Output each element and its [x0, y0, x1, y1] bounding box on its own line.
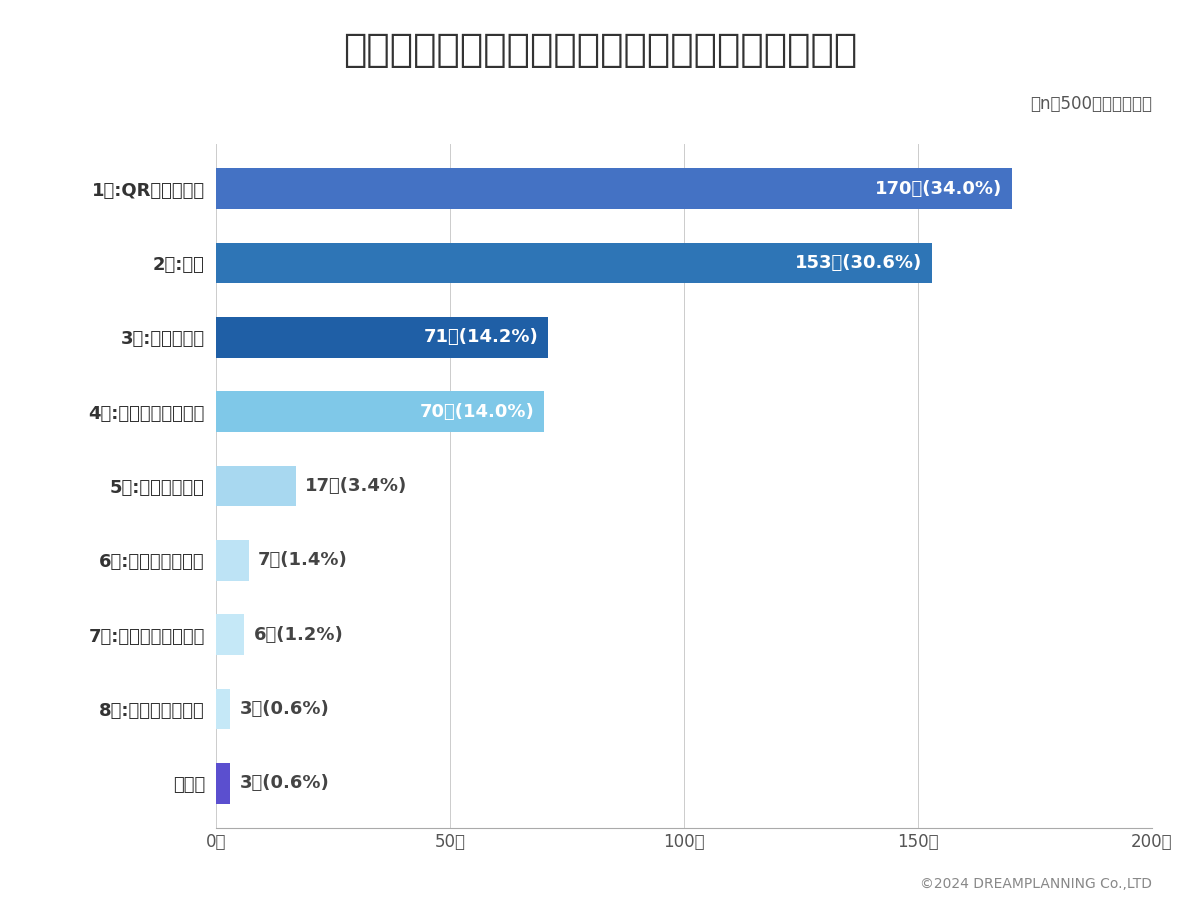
Bar [216, 392, 544, 432]
Text: 70人(14.0%): 70人(14.0%) [420, 402, 534, 420]
Bar [216, 763, 230, 804]
Bar [216, 614, 244, 655]
Text: 153人(30.6%): 153人(30.6%) [796, 254, 923, 272]
Bar [216, 168, 1012, 209]
Text: ©2024 DREAMPLANNING Co.,LTD: ©2024 DREAMPLANNING Co.,LTD [920, 877, 1152, 891]
Text: （n＝500　単一回答）: （n＝500 単一回答） [1030, 94, 1152, 112]
Bar [216, 242, 932, 284]
Text: コンビニの決済方法で最も使うものは何ですか？: コンビニの決済方法で最も使うものは何ですか？ [343, 31, 857, 68]
Text: 7人(1.4%): 7人(1.4%) [258, 552, 348, 570]
Text: 3人(0.6%): 3人(0.6%) [240, 774, 329, 792]
Bar [216, 540, 248, 580]
Text: 71人(14.2%): 71人(14.2%) [424, 328, 539, 346]
Bar [216, 688, 230, 730]
Text: 6人(1.2%): 6人(1.2%) [253, 626, 343, 644]
Bar [216, 465, 295, 507]
Text: 3人(0.6%): 3人(0.6%) [240, 700, 329, 718]
Text: 17人(3.4%): 17人(3.4%) [305, 477, 407, 495]
Bar [216, 317, 548, 357]
Text: 170人(34.0%): 170人(34.0%) [875, 180, 1002, 198]
